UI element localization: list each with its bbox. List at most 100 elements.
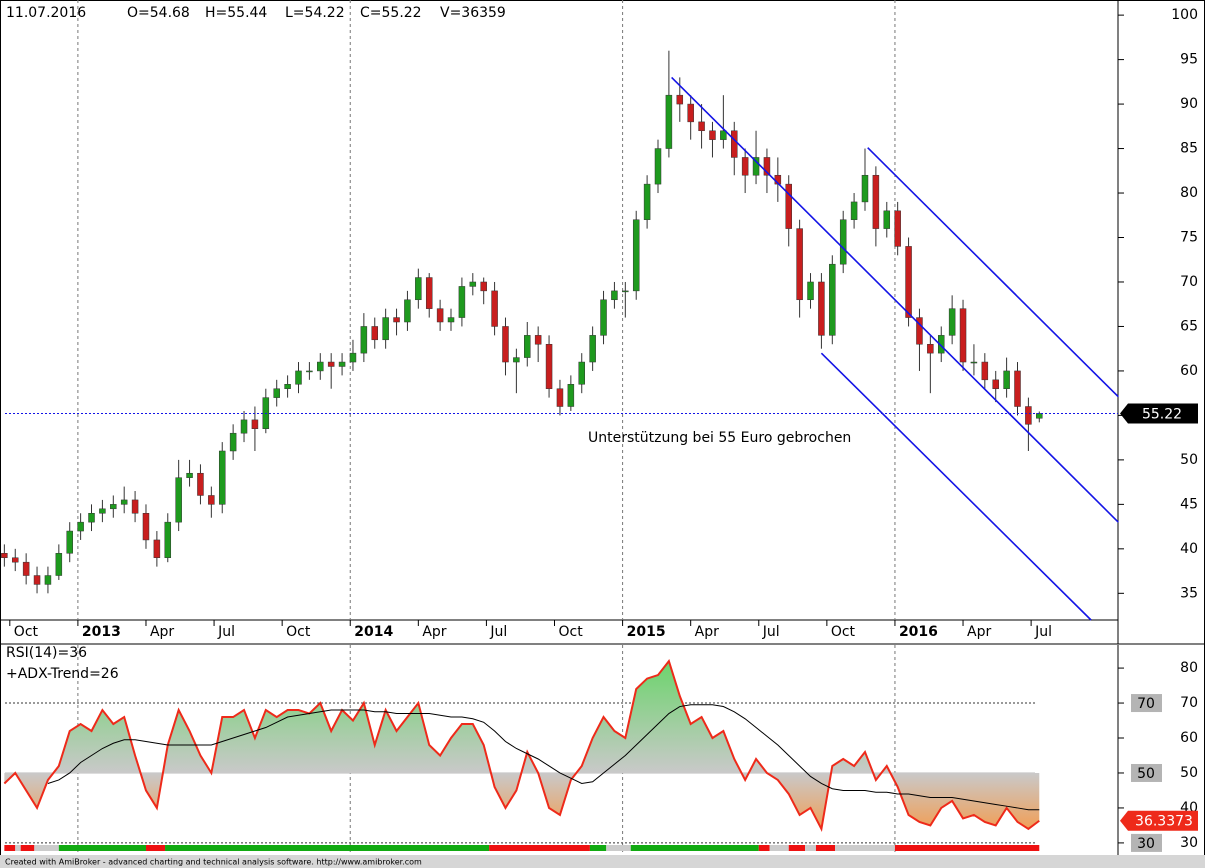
trend-bar-segment: [58, 845, 146, 851]
candle-body: [981, 361, 989, 381]
candle-body: [77, 521, 84, 532]
y-tick-label: 60: [1180, 730, 1198, 746]
candle-body: [676, 94, 684, 105]
candle-body: [55, 553, 63, 576]
candle-body: [393, 317, 400, 323]
y-tick-label: 100: [1171, 7, 1198, 23]
candle-body: [317, 361, 324, 372]
candle-body: [1014, 370, 1021, 407]
level-label: 70: [1137, 696, 1155, 712]
header-info: O=54.68: [127, 5, 190, 21]
x-tick-label: Oct: [14, 624, 39, 640]
candle-body: [632, 219, 640, 292]
x-tick-label: Jul: [489, 624, 507, 640]
x-tick-label: 2014: [354, 624, 393, 640]
candle-body: [175, 477, 182, 523]
candle-body: [654, 148, 662, 185]
y-tick-label: 35: [1180, 585, 1198, 601]
candle-body: [153, 539, 161, 558]
value-marker: [1120, 810, 1198, 831]
candle-body: [33, 575, 41, 585]
y-tick-label: 70: [1180, 695, 1198, 711]
candle-body: [22, 561, 30, 576]
trend-bar-segment: [4, 845, 16, 851]
candle-body: [600, 299, 607, 336]
candle-body: [131, 499, 139, 514]
x-tick-label: Jul: [1034, 624, 1052, 640]
candle-body: [338, 361, 346, 367]
y-tick-label: 65: [1180, 318, 1198, 334]
candle-body: [796, 228, 803, 301]
y-tick-label: 80: [1180, 660, 1198, 676]
candle-body: [545, 343, 553, 389]
candle-body: [524, 335, 531, 358]
x-tick-label: 2013: [82, 624, 121, 640]
candle-body: [66, 530, 73, 554]
candle-body: [295, 370, 302, 385]
candle-body: [208, 495, 215, 505]
trend-bar-segment: [815, 845, 836, 851]
candle-body: [229, 432, 237, 452]
x-tick-label: 2015: [627, 624, 666, 640]
trendline: [820, 352, 1092, 621]
x-tick-label: 2016: [899, 624, 938, 640]
trend-bar-segment: [34, 845, 59, 851]
trend-bar-segment: [606, 845, 631, 851]
candle-body: [611, 290, 618, 301]
candle-body: [567, 384, 575, 407]
candle-body: [218, 450, 226, 505]
candle-body: [425, 277, 433, 309]
candle-body: [807, 281, 814, 301]
y-tick-label: 75: [1180, 230, 1198, 246]
trend-bar-segment: [835, 845, 895, 851]
y-tick-label: 50: [1180, 765, 1198, 781]
trend-bar-segment: [20, 845, 35, 851]
candle-body: [491, 290, 498, 327]
candle-body: [110, 504, 117, 510]
candle-body: [120, 499, 128, 505]
level-box: [1131, 833, 1162, 852]
trend-bar-segment: [489, 845, 590, 851]
trendline: [671, 76, 1119, 523]
candle-body: [284, 384, 291, 389]
candle-body: [534, 335, 542, 345]
rsi-area-above: [4, 661, 1040, 773]
candle-body: [480, 281, 487, 292]
candle-body: [12, 557, 19, 563]
candle-body: [447, 317, 455, 323]
x-tick-label: Oct: [286, 624, 311, 640]
trend-bar-segment: [589, 845, 607, 851]
candle-body: [622, 290, 629, 293]
candle-body: [273, 388, 280, 398]
header-info: H=55.44: [205, 5, 267, 21]
series-line: [3, 658, 1040, 833]
trend-bar-segment: [758, 845, 770, 851]
legend-entry: RSI(14)=36: [6, 645, 87, 661]
y-tick-label: 70: [1180, 274, 1198, 290]
candle-body: [164, 521, 172, 558]
y-tick-label: 95: [1180, 52, 1198, 68]
candle-body: [894, 210, 901, 247]
candle-body: [872, 174, 880, 229]
footer-text: Created with AmiBroker - advanced charti…: [5, 858, 422, 867]
candle-body: [731, 130, 738, 158]
candle-body: [905, 246, 912, 318]
header-info: L=54.22: [285, 5, 345, 21]
price-marker-label: 55.22: [1142, 406, 1182, 422]
x-tick-label: Oct: [559, 624, 584, 640]
candle-body: [251, 419, 259, 430]
trend-bar-segment: [630, 845, 759, 851]
x-tick-label: Jul: [762, 624, 780, 640]
candle-body: [382, 317, 389, 341]
candle-body: [186, 472, 193, 478]
trend-bar-segment: [165, 845, 490, 851]
candle-body: [306, 370, 313, 373]
candle-body: [1036, 413, 1043, 419]
level-box: [1131, 763, 1162, 782]
candle-body: [197, 472, 204, 496]
legend-entry: +ADX-Trend=26: [6, 666, 119, 682]
trend-bar-segment: [15, 845, 21, 851]
candle-body: [818, 281, 825, 336]
footer-bar: [0, 855, 1205, 868]
candle-body: [371, 326, 379, 341]
